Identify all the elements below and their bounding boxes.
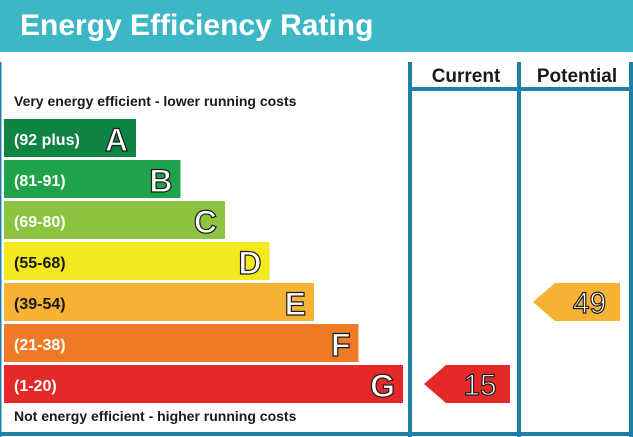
- header-current: Current: [432, 66, 501, 87]
- top-note: Very energy efficient - lower running co…: [14, 93, 297, 109]
- band-letter-d: D: [238, 245, 261, 281]
- band-range-c: (69-80): [14, 214, 66, 231]
- band-letter-a: A: [105, 122, 128, 158]
- header-potential: Potential: [537, 66, 617, 87]
- band-d: [4, 242, 270, 280]
- potential-rating-arrow: [533, 283, 620, 321]
- band-range-f: (21-38): [14, 337, 66, 354]
- bottom-note: Not energy efficient - higher running co…: [14, 408, 297, 424]
- band-f: [4, 324, 359, 362]
- band-letter-b: B: [149, 163, 172, 199]
- band-range-g: (1-20): [14, 378, 57, 395]
- band-letter-f: F: [331, 327, 351, 363]
- band-letter-c: C: [194, 204, 217, 240]
- rating-bands: (92 plus) A (81-91) B (69-80) C (55-68) D (39-54…: [4, 119, 403, 405]
- potential-rating-value: 49: [573, 287, 606, 320]
- band-g: [4, 365, 403, 403]
- band-range-d: (55-68): [14, 255, 66, 272]
- chart-title: Energy Efficiency Rating: [20, 9, 374, 42]
- band-c: [4, 201, 225, 239]
- band-range-b: (81-91): [14, 173, 66, 190]
- current-rating-value: 15: [463, 369, 496, 402]
- band-range-a: (92 plus): [14, 132, 80, 149]
- current-rating-arrow: [424, 365, 510, 403]
- band-letter-g: G: [370, 368, 395, 404]
- band-range-e: (39-54): [14, 296, 66, 313]
- band-e: [4, 283, 314, 321]
- band-b: [4, 160, 181, 198]
- title-bar: Energy Efficiency Rating: [0, 0, 633, 52]
- band-letter-e: E: [285, 286, 306, 322]
- band-a: [4, 119, 136, 157]
